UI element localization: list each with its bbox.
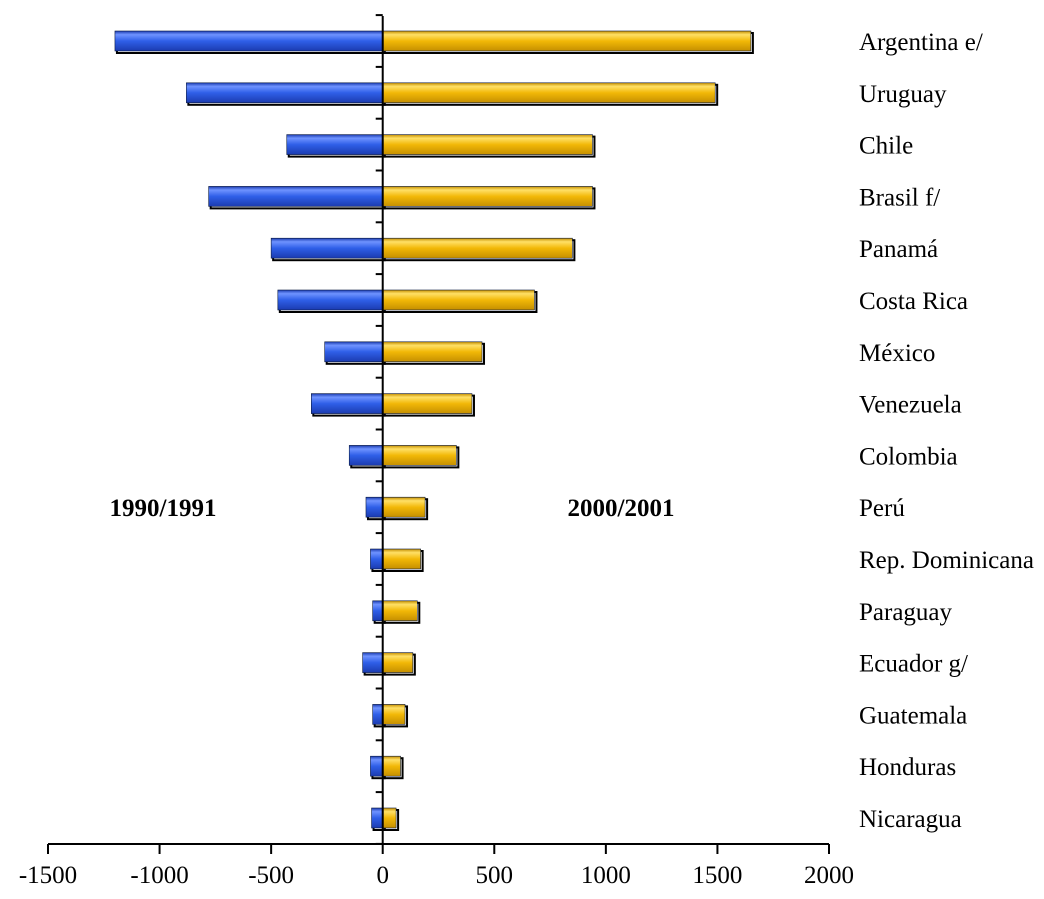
category-label: Panamá (859, 236, 938, 263)
bar-1990-1991 (372, 600, 384, 622)
bar-2000-2001 (382, 652, 414, 673)
bar-1990-1991 (208, 186, 384, 207)
bar-1990-1991 (348, 445, 384, 466)
bar-1990-1991 (277, 289, 384, 311)
bar-1990-1991 (114, 30, 384, 52)
bar-1990-1991 (324, 341, 384, 363)
bar-2000-2001 (382, 445, 457, 466)
bar-1990-1991 (286, 134, 384, 155)
x-tick-label: -1000 (130, 862, 188, 889)
bar-1990-1991 (370, 548, 384, 570)
bar-2000-2001 (382, 755, 401, 777)
bar-2000-2001 (382, 600, 418, 622)
category-label: México (859, 340, 935, 367)
bar-2000-2001 (382, 807, 397, 829)
bar-2000-2001 (382, 341, 483, 363)
x-tick-label: 1500 (692, 862, 742, 889)
x-tick-label: -500 (248, 862, 294, 889)
category-label: Honduras (859, 754, 956, 781)
category-label: Nicaragua (859, 806, 962, 833)
category-label: Costa Rica (859, 288, 968, 315)
category-label: Chile (859, 133, 913, 160)
category-label: Venezuela (859, 392, 962, 419)
x-tick-label: 500 (476, 862, 514, 889)
bar-2000-2001 (382, 237, 573, 259)
ticks-layer: -1500 -1000 -500 0 500 1000 1500 2000 (19, 14, 854, 889)
bar-1990-1991 (270, 237, 384, 259)
category-label: Guatemala (859, 702, 967, 729)
bar-2000-2001 (382, 134, 593, 155)
category-label: Perú (859, 495, 905, 522)
x-tick-label: -1500 (19, 862, 77, 889)
bar-2000-2001 (382, 496, 426, 518)
bar-1990-1991 (371, 807, 384, 829)
bar-2000-2001 (382, 82, 716, 104)
bar-2000-2001 (382, 289, 535, 311)
category-label: Colombia (859, 443, 958, 470)
bar-1990-1991 (362, 652, 384, 673)
bar-1990-1991 (370, 755, 384, 777)
category-label: Argentina e/ (859, 29, 983, 56)
category-label: Ecuador g/ (859, 651, 968, 678)
category-label: Uruguay (859, 81, 947, 108)
category-label: Paraguay (859, 599, 953, 626)
bar-1990-1991 (372, 704, 384, 725)
bar-2000-2001 (382, 704, 406, 725)
x-tick-label: 0 (376, 862, 389, 889)
x-tick-label: 1000 (581, 862, 631, 889)
bar-1990-1991 (365, 496, 384, 518)
side-label-1990-1991: 1990/1991 (110, 495, 217, 522)
bars-layer (114, 30, 754, 831)
category-label: Rep. Dominicana (859, 547, 1034, 574)
bar-2000-2001 (382, 548, 421, 570)
bar-1990-1991 (186, 82, 384, 104)
labels-layer: 1990/1991 2000/2001 Argentina e/Uruguay C… (110, 29, 1034, 833)
bar-1990-1991 (311, 393, 384, 414)
category-label: Brasil f/ (859, 184, 940, 211)
x-tick-label: 2000 (804, 862, 854, 889)
side-label-2000-2001: 2000/2001 (568, 495, 675, 522)
bar-2000-2001 (382, 186, 593, 207)
bar-2000-2001 (382, 393, 473, 414)
bar-2000-2001 (382, 30, 752, 52)
